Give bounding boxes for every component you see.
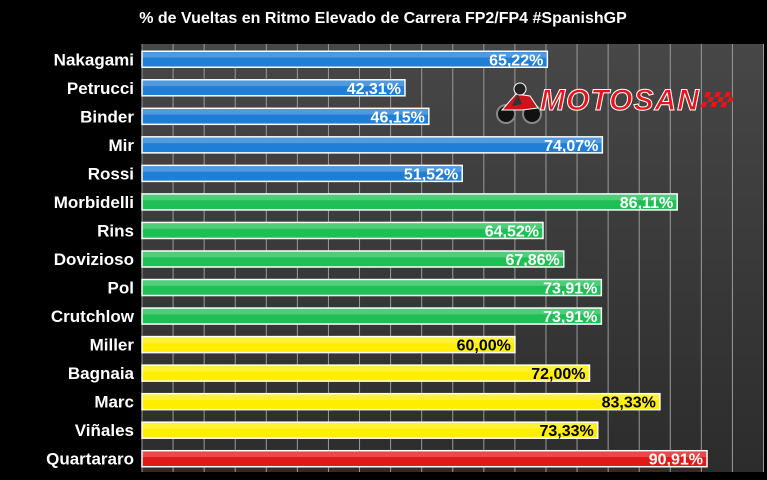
category-label: Miller [90,336,135,355]
category-label: Nakagami [54,50,134,69]
bar-highlight [143,137,602,144]
bar-vi-ales [141,421,599,439]
value-label: 86,11% [620,195,673,212]
value-label: 60,00% [457,338,511,355]
bar-highlight [143,394,659,400]
watermark-text: MOTOSAN [540,84,700,118]
value-label: 73,33% [539,423,593,440]
bar-highlight [143,80,404,87]
bar-miller [141,335,516,354]
bar-highlight [143,166,462,172]
value-label: 90,91% [649,452,703,469]
value-label: 74,07% [544,138,598,155]
bar-highlight [143,423,597,429]
value-label: 51,52% [404,166,458,183]
value-label: 65,22% [489,52,543,69]
chart-title: % de Vueltas en Ritmo Elevado de Carrera… [139,10,627,27]
category-label: Rins [97,221,134,240]
motorcycle-rider-icon [496,82,542,124]
category-label: Binder [80,107,134,126]
bar-petrucci [141,79,406,97]
value-label: 83,33% [602,395,656,412]
category-label: Marc [94,393,134,412]
category-label: Mir [109,136,135,155]
bar-morbidelli [141,193,678,211]
bar-dovizioso [141,250,565,268]
category-label: Crutchlow [51,307,135,326]
value-label: 72,00% [531,366,585,383]
value-labels: 65,22% 42,31% 46,15% 74,07% 51,52% 86,11% 64,5… [347,52,703,468]
bar-highlight [143,366,589,372]
bar-highlight [143,109,428,115]
category-label: Bagnaia [68,364,135,383]
category-label: Pol [108,279,134,298]
value-label: 73,91% [543,309,597,326]
bar-highlight [143,52,547,58]
bar-bagnaia [141,364,591,382]
bar-highlight [143,451,707,458]
category-label: Rossi [88,164,134,183]
category-labels: Nakagami Petrucci Binder Mir Rossi Morbidelli… [46,50,135,468]
value-label: 46,15% [371,109,425,126]
category-label: Morbidelli [54,193,134,212]
bar-highlight [143,280,601,286]
category-label: Petrucci [67,79,134,98]
bar-highlight [143,309,601,315]
value-label: 73,91% [543,281,597,298]
bar-quartararo [141,449,708,468]
value-label: 64,52% [485,223,539,240]
bar-rins [141,221,544,240]
bar-pol [141,278,603,297]
value-label: 67,86% [505,252,559,269]
checkered-flag-icon [700,92,735,107]
bar-highlight [143,194,677,201]
bar-marc [141,392,661,411]
bar-highlight [143,252,563,258]
bar-binder [141,107,430,126]
category-label: Quartararo [46,450,134,469]
category-label: Dovizioso [54,250,134,269]
bar-highlight [143,223,542,229]
value-label: 42,31% [347,81,401,98]
category-label: Viñales [75,421,134,440]
bar-mir [141,136,604,154]
bars-group [141,50,708,468]
bar-highlight [143,337,514,343]
bar-rossi [141,164,463,183]
bar-nakagami [141,50,549,69]
bar-crutchlow [141,307,603,325]
motosan-watermark: MOTOSAN [492,80,754,124]
